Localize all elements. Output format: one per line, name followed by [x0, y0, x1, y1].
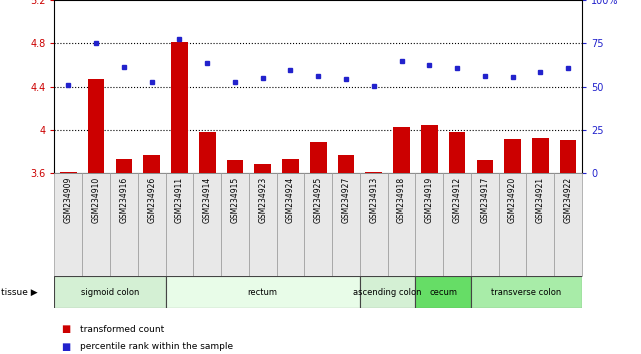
- Bar: [360, 173, 388, 276]
- Text: transverse colon: transverse colon: [492, 287, 562, 297]
- Bar: [449, 132, 465, 173]
- Text: ■: ■: [61, 324, 70, 334]
- Text: GSM234926: GSM234926: [147, 177, 156, 223]
- Bar: [560, 140, 576, 173]
- Bar: [476, 160, 493, 173]
- Bar: [199, 132, 215, 173]
- Text: GSM234920: GSM234920: [508, 177, 517, 223]
- Bar: [254, 164, 271, 173]
- Bar: [471, 276, 582, 308]
- Text: GSM234927: GSM234927: [342, 177, 351, 223]
- Bar: [82, 173, 110, 276]
- Bar: [365, 172, 382, 173]
- Bar: [110, 173, 138, 276]
- Bar: [249, 173, 277, 276]
- Bar: [221, 173, 249, 276]
- Text: ■: ■: [61, 342, 70, 352]
- Text: transformed count: transformed count: [80, 325, 164, 334]
- Bar: [504, 139, 521, 173]
- Bar: [138, 173, 165, 276]
- Text: GSM234921: GSM234921: [536, 177, 545, 223]
- Bar: [194, 173, 221, 276]
- Bar: [171, 42, 188, 173]
- Text: cecum: cecum: [429, 287, 457, 297]
- Bar: [332, 173, 360, 276]
- Text: GSM234915: GSM234915: [231, 177, 240, 223]
- Bar: [421, 125, 438, 173]
- Bar: [60, 172, 77, 173]
- Text: GSM234912: GSM234912: [453, 177, 462, 223]
- Bar: [415, 173, 443, 276]
- Bar: [304, 173, 332, 276]
- Bar: [443, 173, 471, 276]
- Text: GSM234916: GSM234916: [119, 177, 128, 223]
- Text: GSM234924: GSM234924: [286, 177, 295, 223]
- Bar: [532, 138, 549, 173]
- Bar: [388, 173, 415, 276]
- Bar: [526, 173, 554, 276]
- Text: GSM234911: GSM234911: [175, 177, 184, 223]
- Bar: [54, 276, 165, 308]
- Text: GSM234922: GSM234922: [563, 177, 572, 223]
- Bar: [338, 155, 354, 173]
- Text: GSM234923: GSM234923: [258, 177, 267, 223]
- Bar: [165, 276, 360, 308]
- Bar: [360, 276, 415, 308]
- Bar: [393, 127, 410, 173]
- Text: tissue ▶: tissue ▶: [1, 287, 37, 297]
- Text: GSM234910: GSM234910: [92, 177, 101, 223]
- Text: GSM234925: GSM234925: [313, 177, 323, 223]
- Text: percentile rank within the sample: percentile rank within the sample: [80, 342, 233, 352]
- Bar: [471, 173, 499, 276]
- Bar: [227, 160, 244, 173]
- Bar: [144, 155, 160, 173]
- Text: sigmoid colon: sigmoid colon: [81, 287, 139, 297]
- Bar: [282, 159, 299, 173]
- Bar: [54, 173, 82, 276]
- Bar: [115, 159, 132, 173]
- Bar: [415, 276, 471, 308]
- Text: GSM234914: GSM234914: [203, 177, 212, 223]
- Bar: [499, 173, 526, 276]
- Text: rectum: rectum: [247, 287, 278, 297]
- Bar: [88, 79, 104, 173]
- Bar: [554, 173, 582, 276]
- Text: GSM234913: GSM234913: [369, 177, 378, 223]
- Text: GSM234918: GSM234918: [397, 177, 406, 223]
- Bar: [310, 142, 326, 173]
- Bar: [277, 173, 304, 276]
- Text: GSM234919: GSM234919: [425, 177, 434, 223]
- Text: ascending colon: ascending colon: [353, 287, 422, 297]
- Text: GSM234909: GSM234909: [64, 177, 73, 223]
- Text: GSM234917: GSM234917: [480, 177, 489, 223]
- Bar: [165, 173, 194, 276]
